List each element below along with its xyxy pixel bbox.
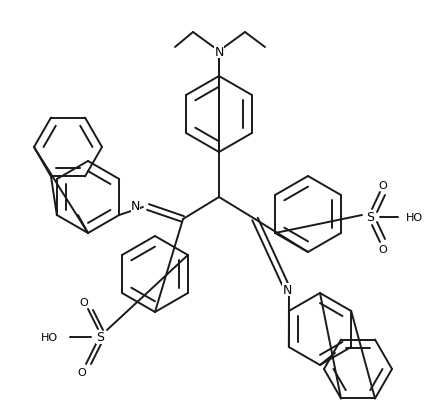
- Text: S: S: [96, 331, 104, 344]
- Text: N: N: [131, 199, 140, 212]
- Text: O: O: [378, 181, 387, 190]
- Text: HO: HO: [41, 332, 58, 342]
- Text: HO: HO: [406, 213, 423, 222]
- Text: S: S: [366, 211, 374, 224]
- Text: O: O: [78, 367, 86, 377]
- Text: N: N: [283, 283, 292, 296]
- Text: O: O: [80, 297, 88, 307]
- Text: O: O: [378, 244, 387, 254]
- Text: N: N: [214, 45, 224, 58]
